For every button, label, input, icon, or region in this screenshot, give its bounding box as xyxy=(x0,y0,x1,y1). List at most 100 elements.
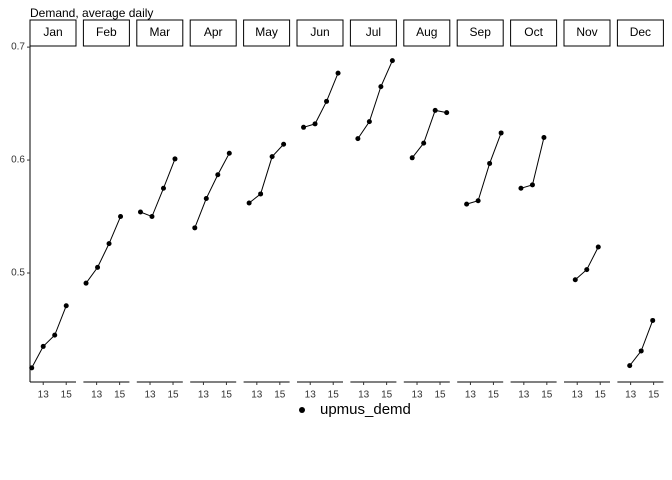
point xyxy=(432,107,438,113)
point xyxy=(335,70,341,76)
strip-label: Sep xyxy=(470,25,492,39)
x-tick-label: 15 xyxy=(114,390,126,401)
x-tick-label: 15 xyxy=(648,390,660,401)
x-tick-label: 15 xyxy=(328,390,340,401)
point xyxy=(149,214,155,220)
strip-label: Dec xyxy=(630,25,651,39)
point xyxy=(444,110,450,116)
legend-marker xyxy=(299,407,305,413)
point xyxy=(281,141,287,147)
x-tick-label: 15 xyxy=(595,390,607,401)
strip-label: Jul xyxy=(366,25,381,39)
x-tick-label: 15 xyxy=(488,390,500,401)
point xyxy=(324,98,330,104)
line xyxy=(85,216,122,284)
point xyxy=(498,130,504,136)
x-tick-label: 15 xyxy=(541,390,553,401)
point xyxy=(246,200,252,206)
line xyxy=(31,305,67,369)
point xyxy=(409,155,415,161)
line xyxy=(411,109,447,159)
point xyxy=(638,348,644,354)
point xyxy=(226,150,232,156)
point xyxy=(366,119,372,125)
point xyxy=(258,191,264,197)
strip xyxy=(243,19,291,47)
strip-label: Jun xyxy=(310,25,329,39)
point xyxy=(63,303,69,309)
x-tick-label: 13 xyxy=(518,390,530,401)
point xyxy=(487,160,493,166)
point xyxy=(106,241,112,247)
x-tick-label: 15 xyxy=(434,390,446,401)
y-tick-label: 0.6 xyxy=(11,155,25,166)
x-tick-label: 13 xyxy=(625,390,637,401)
strip-label: May xyxy=(255,25,278,39)
point xyxy=(95,264,101,270)
point xyxy=(301,124,307,130)
point xyxy=(215,172,221,178)
point xyxy=(627,363,633,369)
line xyxy=(194,153,230,229)
point xyxy=(464,201,470,207)
strip xyxy=(29,19,77,47)
point xyxy=(83,280,89,286)
strip-label: Mar xyxy=(149,25,170,39)
strip-label: Apr xyxy=(204,25,223,39)
point xyxy=(160,185,166,191)
chart-title: Demand, average daily xyxy=(30,6,153,20)
strip xyxy=(296,19,344,47)
point xyxy=(421,140,427,146)
point xyxy=(529,182,535,188)
point xyxy=(355,136,361,142)
point xyxy=(518,185,524,191)
x-tick-label: 13 xyxy=(465,390,477,401)
line xyxy=(574,246,599,281)
x-tick-label: 13 xyxy=(305,390,317,401)
strip xyxy=(136,19,184,47)
strip xyxy=(510,19,558,47)
strip xyxy=(349,19,397,47)
x-tick-label: 13 xyxy=(411,390,423,401)
y-tick-label: 0.7 xyxy=(11,42,25,53)
x-tick-label: 13 xyxy=(251,390,263,401)
strip xyxy=(189,19,237,47)
strip xyxy=(456,19,504,47)
strip xyxy=(403,19,451,47)
strip-label: Jan xyxy=(43,25,62,39)
x-tick-label: 15 xyxy=(274,390,286,401)
legend-label: upmus_demd xyxy=(320,401,411,418)
line xyxy=(629,320,654,366)
x-tick-label: 13 xyxy=(358,390,370,401)
line xyxy=(466,132,502,205)
x-tick-label: 15 xyxy=(221,390,233,401)
line xyxy=(248,143,284,204)
strip-label: Oct xyxy=(524,25,543,39)
x-tick-label: 15 xyxy=(167,390,179,401)
point xyxy=(137,209,143,215)
point xyxy=(203,195,209,201)
line xyxy=(520,137,545,189)
point xyxy=(269,154,275,160)
x-tick-label: 15 xyxy=(381,390,393,401)
point xyxy=(52,332,58,338)
x-tick-label: 13 xyxy=(572,390,584,401)
point xyxy=(312,121,318,127)
x-tick-label: 13 xyxy=(198,390,210,401)
y-tick-label: 0.5 xyxy=(11,268,25,279)
point xyxy=(475,198,481,204)
x-tick-label: 15 xyxy=(61,390,73,401)
point xyxy=(192,225,198,231)
x-tick-label: 13 xyxy=(91,390,103,401)
point xyxy=(584,267,590,273)
point xyxy=(572,277,578,283)
point xyxy=(118,214,124,220)
strip-label: Aug xyxy=(416,25,437,39)
point xyxy=(650,317,656,323)
x-tick-label: 13 xyxy=(38,390,50,401)
strip xyxy=(563,19,611,47)
point xyxy=(172,156,178,162)
line xyxy=(357,60,393,139)
point xyxy=(40,343,46,349)
